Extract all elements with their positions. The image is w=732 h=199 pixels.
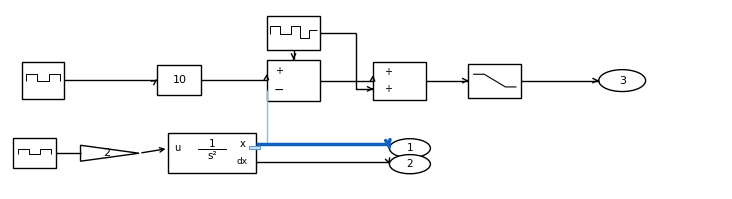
Text: 2: 2 — [406, 159, 414, 169]
Bar — [13, 138, 56, 168]
Text: 1: 1 — [209, 139, 216, 149]
Ellipse shape — [389, 155, 430, 174]
Bar — [468, 64, 521, 98]
Text: u: u — [174, 143, 180, 153]
Text: +: + — [274, 66, 283, 76]
Bar — [267, 60, 320, 101]
Text: x: x — [239, 139, 245, 149]
Ellipse shape — [599, 70, 646, 92]
Text: −: − — [274, 84, 284, 97]
Text: +: + — [384, 67, 392, 77]
Text: dx: dx — [236, 157, 247, 166]
Text: 1: 1 — [406, 143, 414, 153]
Text: 3: 3 — [619, 76, 626, 86]
Bar — [267, 16, 320, 50]
Bar — [249, 146, 260, 149]
Text: 2: 2 — [103, 148, 111, 158]
Bar — [168, 133, 256, 173]
Polygon shape — [81, 145, 139, 161]
Bar — [373, 62, 426, 100]
Text: +: + — [384, 84, 392, 94]
Ellipse shape — [389, 139, 430, 158]
Bar — [22, 62, 64, 99]
Text: 10: 10 — [172, 75, 187, 85]
Bar — [157, 65, 201, 95]
Text: s²: s² — [207, 151, 217, 161]
